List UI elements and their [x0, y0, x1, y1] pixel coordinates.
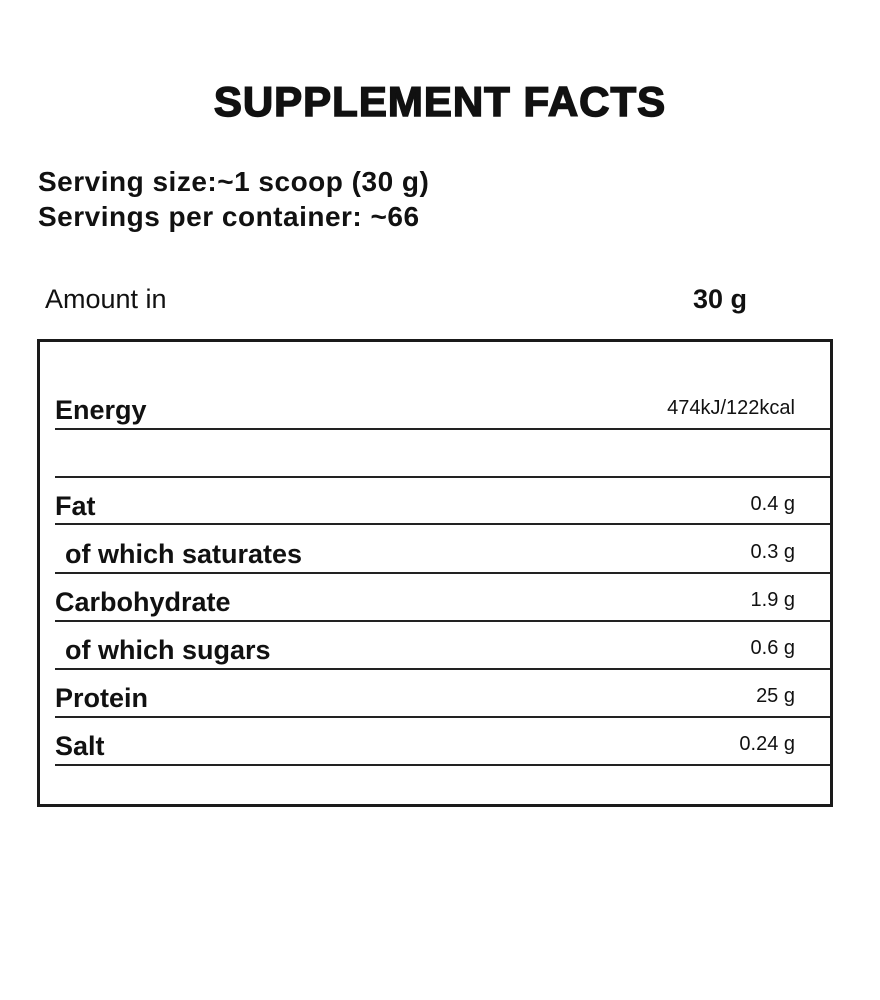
row-divider — [55, 428, 830, 430]
nutrient-row: Salt 0.24 g — [55, 716, 835, 764]
nutrient-row: Energy 474kJ/122kcal — [55, 380, 835, 428]
row-divider — [55, 523, 830, 525]
nutrient-value: 474kJ/122kcal — [667, 397, 795, 419]
nutrient-name: Salt — [55, 731, 105, 761]
nutrient-value: 0.3 g — [750, 541, 795, 563]
nutrient-row: Fat 0.4 g — [55, 476, 835, 524]
row-divider — [55, 764, 830, 766]
title: SUPPLEMENT FACTS — [213, 77, 667, 126]
row-divider — [55, 620, 830, 622]
nutrient-row: Protein 25 g — [55, 668, 835, 716]
serving-size: Serving size:~1 scoop (30 g) — [38, 166, 430, 197]
row-divider — [55, 668, 830, 670]
row-divider — [55, 716, 830, 718]
nutrient-value: 0.6 g — [750, 637, 795, 659]
facts-box — [37, 339, 833, 807]
row-divider — [55, 476, 830, 478]
nutrient-row: of which saturates 0.3 g — [55, 524, 835, 572]
nutrient-name: Carbohydrate — [55, 587, 231, 617]
row-divider — [55, 572, 830, 574]
nutrient-name: Energy — [55, 395, 147, 425]
amount-value: 30 g — [693, 284, 748, 314]
nutrient-row: of which sugars 0.6 g — [55, 620, 835, 668]
servings-per-container: Servings per container: ~66 — [38, 201, 420, 232]
nutrient-value: 0.4 g — [750, 493, 795, 515]
nutrient-name: Protein — [55, 683, 149, 713]
nutrient-name: Fat — [55, 491, 96, 521]
nutrient-name: of which sugars — [65, 635, 271, 665]
amount-label: Amount in — [45, 284, 167, 314]
nutrient-name: of which saturates — [65, 539, 303, 569]
nutrient-value: 0.24 g — [739, 733, 795, 755]
nutrient-value: 25 g — [756, 685, 795, 707]
nutrient-row: Carbohydrate 1.9 g — [55, 572, 835, 620]
nutrient-value: 1.9 g — [750, 589, 795, 611]
